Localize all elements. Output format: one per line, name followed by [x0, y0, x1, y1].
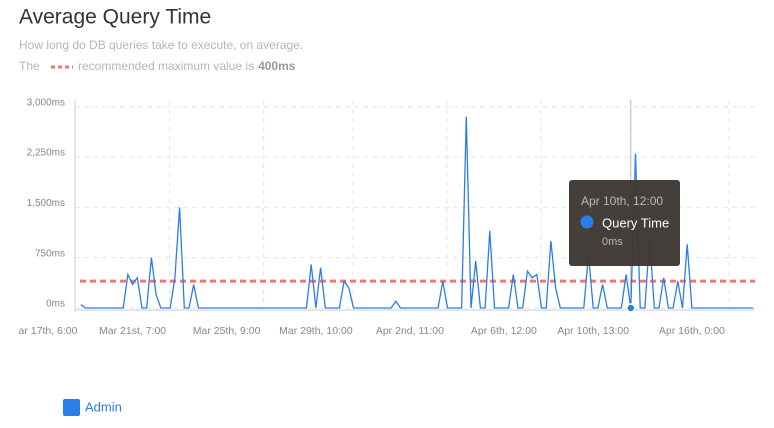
reference-suffix: recommended maximum value is: [78, 59, 254, 73]
x-tick-label: ar 17th, 6:00: [19, 325, 78, 337]
x-tick-label: Mar 29th, 10:00: [279, 325, 353, 337]
x-tick-label: Apr 6th, 12:00: [471, 325, 537, 337]
y-tick-label: 750ms: [35, 248, 65, 259]
tooltip-point: [626, 303, 636, 313]
y-tick-label: 0ms: [46, 299, 65, 310]
plot-area: 0ms 750ms 1,500ms 2,250ms 3,000ms ar 17th, 6:…: [19, 97, 755, 337]
y-tick-label: 1,500ms: [27, 198, 65, 209]
chart-subtitle: How long do DB queries take to execute, …: [19, 38, 303, 52]
tooltip-swatch: [580, 215, 594, 229]
x-tick-label: Apr 16th, 0:00: [659, 325, 725, 337]
y-tick-label: 2,250ms: [27, 148, 65, 159]
series-line: [80, 116, 753, 309]
tooltip-value: 0ms: [602, 236, 623, 248]
tooltip-box: [569, 180, 680, 266]
x-tick-label: Apr 2nd, 11:00: [376, 325, 444, 337]
legend-label[interactable]: Admin: [85, 399, 122, 414]
tooltip-category: Apr 10th, 12:00: [581, 194, 663, 208]
x-tick-label: Mar 25th, 9:00: [193, 325, 261, 337]
reference-label: 400ms: [258, 59, 296, 73]
reference-prefix: The: [19, 59, 40, 73]
reference-note: recommended maximum value is 400ms: [78, 59, 296, 73]
legend-swatch[interactable]: [63, 399, 80, 416]
y-tick-label: 3,000ms: [27, 97, 65, 108]
x-tick-label: Mar 21st, 7:00: [99, 325, 166, 337]
chart-title: Average Query Time: [19, 6, 211, 29]
tooltip-series: Query Time: [602, 215, 669, 230]
x-tick-label: Apr 10th, 13:00: [557, 325, 629, 337]
